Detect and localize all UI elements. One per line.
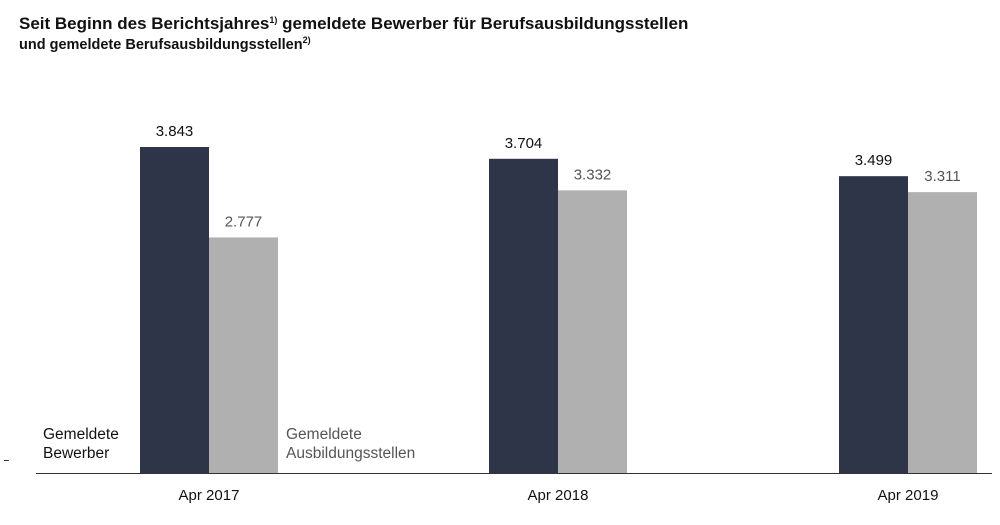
value-label-ausbildungsstellen-0: 2.777 bbox=[225, 213, 263, 230]
value-label-bewerber-0: 3.843 bbox=[156, 123, 194, 140]
value-label-ausbildungsstellen-2: 3.311 bbox=[924, 168, 960, 185]
category-label-0: Apr 2017 bbox=[179, 487, 240, 504]
value-label-bewerber-1: 3.704 bbox=[505, 135, 543, 152]
category-label-1: Apr 2018 bbox=[528, 487, 589, 504]
title-text-1-rest: gemeldete Bewerber für Berufsausbildungs… bbox=[277, 14, 689, 33]
bar-ausbildungsstellen-1 bbox=[558, 190, 627, 473]
bar-bewerber-2 bbox=[839, 176, 908, 473]
value-label-ausbildungsstellen-1: 3.332 bbox=[574, 166, 612, 183]
bar-ausbildungsstellen-2 bbox=[908, 192, 977, 473]
footnote-1-marker: 1) bbox=[269, 15, 278, 25]
legend-series-2: Gemeldete Ausbildungsstellen bbox=[286, 425, 415, 463]
title-line-1: Seit Beginn des Berichtsjahres1) gemelde… bbox=[19, 13, 688, 35]
legend-series-1-line-2: Bewerber bbox=[43, 445, 110, 462]
footnote-2-marker: 2) bbox=[302, 35, 311, 45]
category-label-2: Apr 2019 bbox=[878, 487, 939, 504]
title-text-1: Seit Beginn des Berichtsjahres bbox=[19, 14, 270, 33]
legend-series-2-line-2: Ausbildungsstellen bbox=[286, 445, 416, 462]
value-label-bewerber-2: 3.499 bbox=[855, 152, 893, 169]
legend-series-1-line-1: Gemeldete bbox=[43, 426, 119, 443]
bar-bewerber-1 bbox=[489, 158, 558, 473]
title-text-2: und gemeldete Berufsausbildungsstellen bbox=[19, 37, 303, 53]
bar-bewerber-0 bbox=[140, 147, 209, 473]
title-line-2: und gemeldete Berufsausbildungsstellen2) bbox=[19, 35, 688, 55]
legend-series-2-line-1: Gemeldete bbox=[286, 426, 362, 443]
chart-title: Seit Beginn des Berichtsjahres1) gemelde… bbox=[19, 13, 688, 55]
legend-series-1: Gemeldete Bewerber bbox=[43, 425, 119, 463]
bar-ausbildungsstellen-0 bbox=[209, 237, 278, 473]
